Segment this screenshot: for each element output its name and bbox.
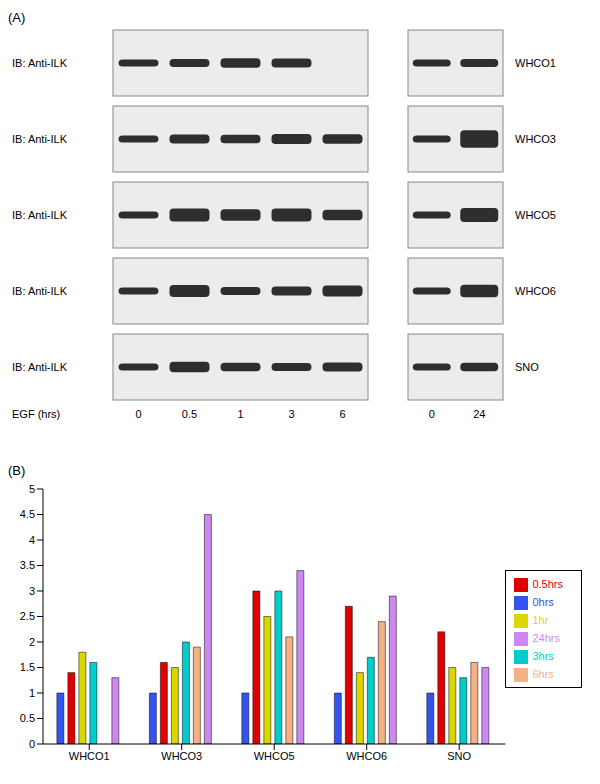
html-text:6hrs: 6hrs (532, 668, 554, 680)
svg-text:6: 6 (339, 408, 345, 420)
html-text:(B): (B) (8, 463, 26, 478)
svg-text:SNO: SNO (447, 750, 471, 762)
svg-text:0.5: 0.5 (182, 408, 197, 420)
svg-text:4.5: 4.5 (20, 508, 35, 520)
svg-text:WHCO1: WHCO1 (515, 57, 556, 69)
svg-text:(A): (A) (8, 10, 25, 25)
svg-text:WHCO6: WHCO6 (515, 285, 556, 297)
svg-text:0: 0 (29, 738, 35, 750)
svg-text:24: 24 (473, 408, 485, 420)
svg-text:4: 4 (29, 534, 35, 546)
svg-text:IB: Anti-ILK: IB: Anti-ILK (12, 361, 68, 373)
svg-text:SNO: SNO (515, 361, 539, 373)
svg-text:WHCO3: WHCO3 (161, 750, 202, 762)
svg-text:1: 1 (29, 687, 35, 699)
svg-text:1.5: 1.5 (20, 661, 35, 673)
html-text:1hr: 1hr (532, 614, 549, 626)
svg-text:0.5: 0.5 (20, 712, 35, 724)
html-text:3hrs: 3hrs (532, 650, 554, 662)
svg-text:IB: Anti-ILK: IB: Anti-ILK (12, 209, 68, 221)
svg-text:WHCO3: WHCO3 (515, 133, 556, 145)
svg-text:WHCO1: WHCO1 (69, 750, 110, 762)
svg-text:5: 5 (29, 483, 35, 495)
html-text:0hrs: 0hrs (532, 596, 554, 608)
svg-text:3.5: 3.5 (20, 559, 35, 571)
svg-text:IB: Anti-ILK: IB: Anti-ILK (12, 57, 68, 69)
svg-text:1: 1 (237, 408, 243, 420)
html-text:0.5hrs: 0.5hrs (532, 578, 563, 590)
svg-text:EGF (hrs): EGF (hrs) (12, 408, 60, 420)
svg-text:IB: Anti-ILK: IB: Anti-ILK (12, 133, 68, 145)
svg-text:IB: Anti-ILK: IB: Anti-ILK (12, 285, 68, 297)
svg-text:3: 3 (288, 408, 294, 420)
svg-text:0: 0 (429, 408, 435, 420)
svg-text:WHCO5: WHCO5 (515, 209, 556, 221)
html-text:24hrs: 24hrs (532, 632, 560, 644)
svg-text:WHCO5: WHCO5 (254, 750, 295, 762)
svg-text:WHCO6: WHCO6 (346, 750, 387, 762)
svg-text:3: 3 (29, 585, 35, 597)
svg-text:2: 2 (29, 636, 35, 648)
svg-text:0: 0 (135, 408, 141, 420)
svg-text:2.5: 2.5 (20, 610, 35, 622)
